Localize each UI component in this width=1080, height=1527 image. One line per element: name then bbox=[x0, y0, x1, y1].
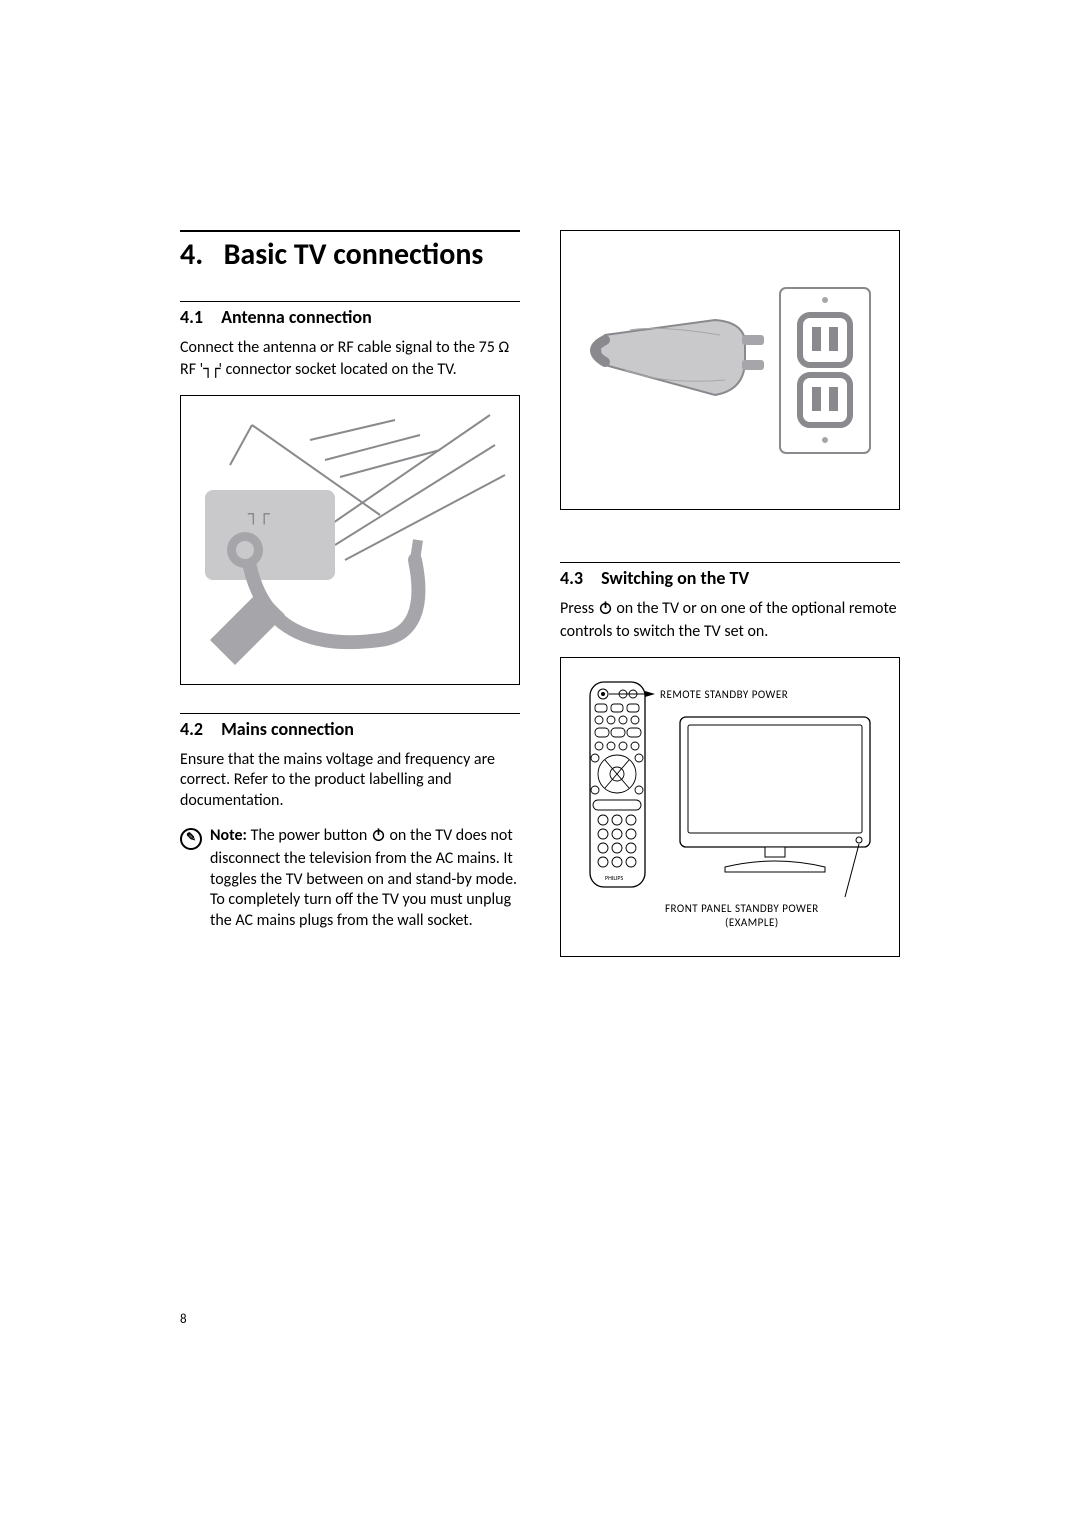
front-panel-label-1: FRONT PANEL STANDBY POWER bbox=[665, 902, 819, 915]
note-icon: ✎ bbox=[180, 828, 202, 850]
front-panel-label-2: (EXAMPLE) bbox=[725, 916, 779, 929]
chapter-name: Basic TV connections bbox=[224, 236, 484, 273]
body-post: ' connector socket located on the TV. bbox=[218, 360, 456, 379]
body-pre: Press bbox=[560, 599, 598, 618]
power-icon bbox=[598, 600, 613, 622]
section-number: 4.1 bbox=[180, 306, 203, 328]
right-column: 4.3 Switching on the TV Press on the TV o… bbox=[560, 230, 900, 985]
two-column-layout: 4. Basic TV connections 4.1 Antenna conne… bbox=[180, 230, 900, 985]
section-rule bbox=[560, 562, 900, 563]
note-block: ✎ Note: The power button on the TV does … bbox=[180, 826, 520, 932]
chapter-number: 4. bbox=[180, 236, 203, 273]
remote-tv-illustration: REMOTE STANDBY POWER bbox=[575, 672, 885, 942]
page: 4. Basic TV connections 4.1 Antenna conne… bbox=[0, 0, 1080, 1527]
section-4-3-body: Press on the TV or on one of the optiona… bbox=[560, 599, 900, 643]
power-icon bbox=[371, 827, 386, 849]
section-title: Antenna connection bbox=[221, 306, 372, 328]
section-number: 4.2 bbox=[180, 718, 203, 740]
svg-text:PHILIPS: PHILIPS bbox=[605, 874, 623, 882]
section-4-1-body: Connect the antenna or RF cable signal t… bbox=[180, 338, 520, 381]
note-body: Note: The power button on the TV does no… bbox=[210, 826, 520, 932]
figure-antenna-connection: ┐┌ bbox=[180, 395, 520, 685]
svg-text:┐┌: ┐┌ bbox=[247, 504, 271, 525]
left-column: 4. Basic TV connections 4.1 Antenna conne… bbox=[180, 230, 520, 985]
section-title: Switching on the TV bbox=[601, 567, 749, 589]
page-number: 8 bbox=[180, 1312, 187, 1327]
section-heading-4-1: 4.1 Antenna connection bbox=[180, 306, 520, 328]
antenna-illustration: ┐┌ bbox=[190, 405, 510, 675]
section-4-2-body: Ensure that the mains voltage and freque… bbox=[180, 750, 520, 812]
mains-illustration bbox=[570, 240, 890, 500]
section-heading-4-3: 4.3 Switching on the TV bbox=[560, 567, 900, 589]
chapter-rule bbox=[180, 230, 520, 232]
note-label: Note: bbox=[210, 826, 247, 845]
note-pre: The power button bbox=[247, 826, 371, 845]
spacer bbox=[560, 538, 900, 562]
antenna-connector-icon: ┐┌ bbox=[203, 359, 218, 378]
section-title: Mains connection bbox=[221, 718, 354, 740]
section-number: 4.3 bbox=[560, 567, 583, 589]
figure-mains-connection bbox=[560, 230, 900, 510]
section-rule bbox=[180, 713, 520, 714]
remote-standby-label: REMOTE STANDBY POWER bbox=[660, 688, 788, 701]
figure-switching-on: REMOTE STANDBY POWER bbox=[560, 657, 900, 957]
section-rule bbox=[180, 301, 520, 302]
chapter-title: 4. Basic TV connections bbox=[180, 238, 520, 271]
section-heading-4-2: 4.2 Mains connection bbox=[180, 718, 520, 740]
